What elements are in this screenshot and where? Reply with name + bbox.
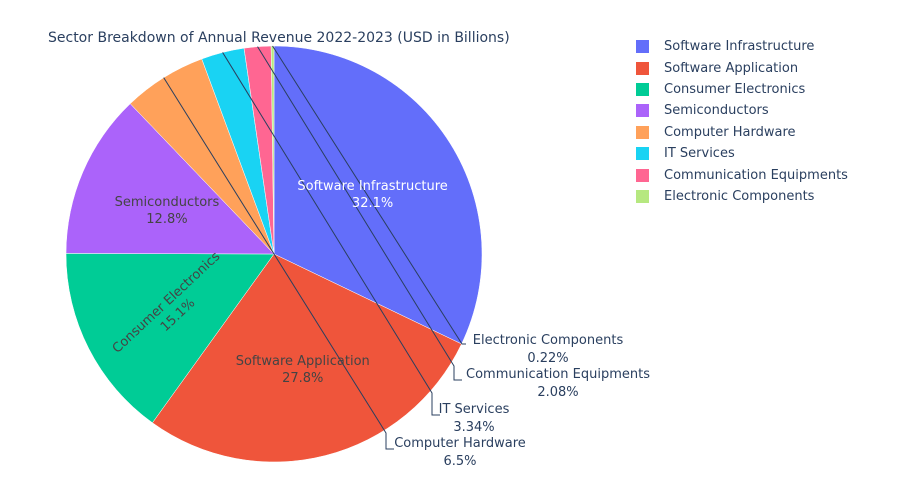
legend-label: Communication Equipments bbox=[664, 167, 848, 183]
legend-item[interactable]: IT Services bbox=[636, 143, 848, 164]
legend-swatch bbox=[636, 125, 649, 139]
slice-label-electronic-components: Electronic Components 0.22% bbox=[473, 333, 624, 366]
legend-swatch bbox=[636, 82, 649, 96]
legend-label: Semiconductors bbox=[664, 103, 769, 119]
legend-label: Computer Hardware bbox=[664, 124, 796, 140]
legend-swatch bbox=[636, 40, 649, 54]
connector-communication-equipments bbox=[257, 46, 462, 381]
slice-label-it-services: IT Services 3.34% bbox=[439, 402, 510, 435]
connector-computer-hardware bbox=[163, 77, 394, 450]
legend-item[interactable]: Computer Hardware bbox=[636, 122, 848, 143]
connector-it-services bbox=[222, 52, 440, 416]
legend-swatch bbox=[636, 104, 649, 118]
chart-title: Sector Breakdown of Annual Revenue 2022-… bbox=[48, 30, 510, 46]
slice-label-computer-hardware: Computer Hardware 6.5% bbox=[394, 436, 526, 469]
legend-label: Software Infrastructure bbox=[664, 39, 815, 55]
pie-slice-electronic-components[interactable] bbox=[270, 45, 275, 255]
pie-slice-consumer-electronics[interactable] bbox=[65, 253, 275, 424]
legend-swatch bbox=[636, 147, 649, 161]
legend-swatch bbox=[636, 168, 649, 182]
label-connectors bbox=[163, 45, 466, 450]
slice-label-software-application: Software Application 27.8% bbox=[236, 354, 370, 386]
slice-label-software-infrastructure: Software Infrastructure 32.1% bbox=[297, 179, 447, 211]
pie-slice-software-infrastructure[interactable] bbox=[273, 45, 483, 345]
legend-item[interactable]: Electronic Components bbox=[636, 186, 848, 207]
legend-label: Software Application bbox=[664, 60, 799, 76]
slice-label-semiconductors: Semiconductors 12.8% bbox=[115, 195, 220, 227]
slice-label-communication-equipments: Communication Equipments 2.08% bbox=[466, 367, 650, 400]
connector-electronic-components bbox=[272, 45, 466, 345]
legend-swatch bbox=[636, 189, 649, 203]
legend-item[interactable]: Software Application bbox=[636, 57, 848, 78]
pie-slices bbox=[65, 45, 483, 463]
legend: Software Infrastructure Software Applica… bbox=[636, 36, 848, 207]
legend-label: IT Services bbox=[664, 146, 735, 162]
pie-slice-software-application[interactable] bbox=[152, 253, 462, 463]
pie-slice-semiconductors[interactable] bbox=[65, 103, 275, 255]
legend-label: Electronic Components bbox=[664, 188, 815, 204]
legend-item[interactable]: Consumer Electronics bbox=[636, 79, 848, 100]
legend-swatch bbox=[636, 61, 649, 75]
legend-item[interactable]: Communication Equipments bbox=[636, 164, 848, 185]
legend-item[interactable]: Software Infrastructure bbox=[636, 36, 848, 57]
legend-item[interactable]: Semiconductors bbox=[636, 100, 848, 121]
legend-label: Consumer Electronics bbox=[664, 81, 806, 97]
